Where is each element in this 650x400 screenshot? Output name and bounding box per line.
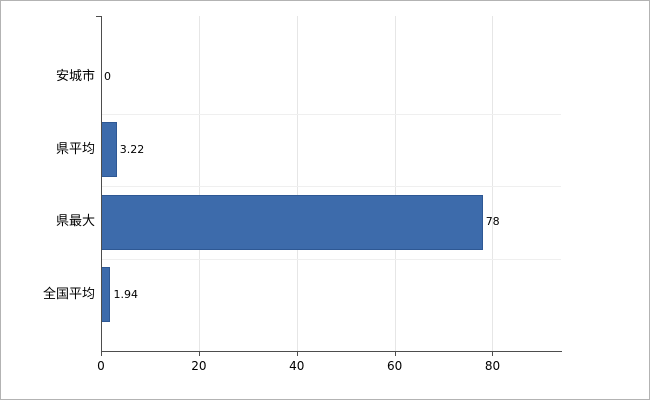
- plot-area: 0 3.22 78 1.94: [101, 16, 561, 351]
- bar-value-label: 78: [485, 215, 500, 229]
- gridline-horizontal: [101, 113, 561, 115]
- x-axis-tick-label: 40: [289, 359, 305, 373]
- x-axis-tick-label: 20: [191, 359, 207, 373]
- x-axis-tick: [492, 352, 494, 356]
- bar-value-label: 1.94: [113, 287, 138, 301]
- gridline-horizontal: [101, 186, 561, 187]
- x-axis-line: [101, 351, 562, 352]
- gridline-vertical: [492, 16, 494, 351]
- gridline-vertical: [394, 16, 396, 351]
- y-axis-tick: [96, 16, 101, 17]
- x-axis-tick-label: 80: [484, 359, 501, 373]
- bar-県最大: [101, 194, 483, 250]
- x-axis-tick-label: 60: [386, 359, 403, 373]
- category-label: 全国平均: [42, 286, 95, 302]
- gridline-vertical: [296, 16, 298, 351]
- x-axis-tick: [296, 352, 298, 356]
- bar-value-label: 3.22: [119, 142, 145, 156]
- bar-value-label: 0: [104, 70, 111, 84]
- y-axis-line: [101, 16, 102, 352]
- category-label: 安城市: [55, 69, 95, 85]
- x-axis-tick-label: 0: [97, 359, 105, 373]
- x-axis-tick: [198, 352, 200, 356]
- x-axis-tick: [101, 352, 102, 356]
- gridline-vertical: [198, 16, 200, 351]
- gridline-horizontal: [101, 258, 561, 260]
- category-label: 県最大: [55, 214, 95, 230]
- x-axis-tick: [394, 352, 396, 356]
- bar-県平均: [101, 122, 117, 178]
- bar-全国平均: [101, 267, 111, 323]
- category-label: 県平均: [55, 141, 95, 157]
